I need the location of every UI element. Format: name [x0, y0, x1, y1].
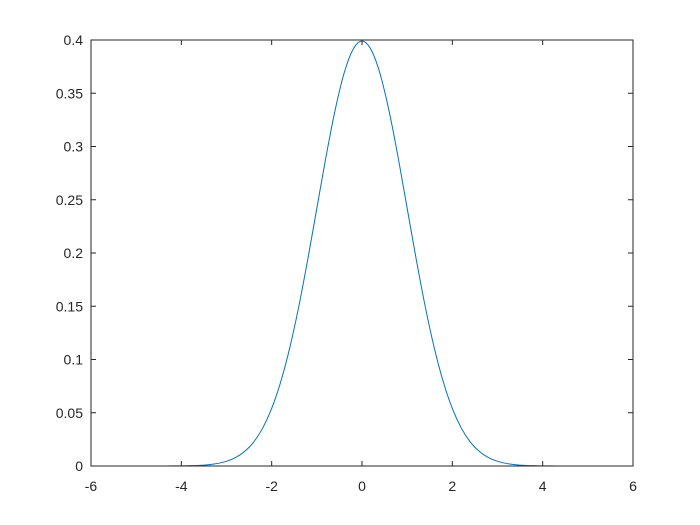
- y-tick-label: 0.35: [56, 85, 83, 101]
- plot-area: [91, 40, 633, 466]
- x-tick-label: -2: [265, 478, 278, 494]
- y-tick-label: 0.05: [56, 405, 83, 421]
- y-tick-label: 0.4: [64, 32, 84, 48]
- y-tick-label: 0.1: [64, 352, 84, 368]
- x-tick-label: 2: [448, 478, 456, 494]
- x-tick-label: 6: [629, 478, 637, 494]
- y-tick-label: 0.2: [64, 245, 84, 261]
- x-tick-label: -4: [175, 478, 188, 494]
- y-tick-label: 0.3: [64, 139, 84, 155]
- y-tick-label: 0: [75, 458, 83, 474]
- axes-box: [90, 39, 634, 467]
- y-tick-label: 0.25: [56, 192, 83, 208]
- x-tick-label: 4: [539, 478, 547, 494]
- y-tick-label: 0.15: [56, 298, 83, 314]
- x-tick-label: -6: [85, 478, 98, 494]
- x-tick-label: 0: [358, 478, 366, 494]
- tick-labels: -6 -4 -2 0 2 4 6 0 0.05 0.1 0.15 0.2 0.25 0.3 0.35 0.4: [56, 32, 637, 494]
